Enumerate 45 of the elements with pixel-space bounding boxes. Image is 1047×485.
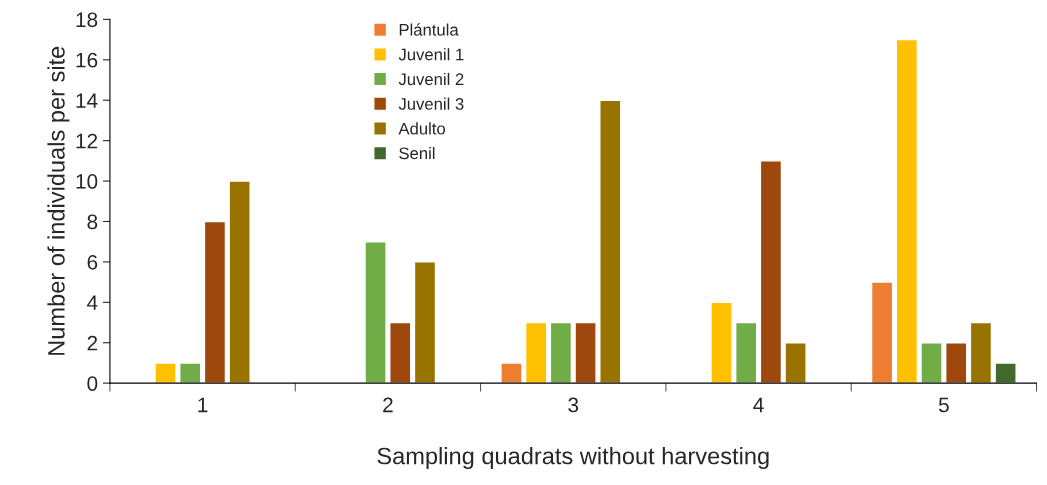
x-tick-label: 4 [753,397,764,413]
y-tick-label: 16 [76,52,98,68]
y-tick-label: 8 [87,214,98,230]
bar [549,321,573,384]
x-axis-title: Sampling quadrats without harvesting [377,447,769,470]
legend-label: Juvenil 3 [398,97,464,110]
y-axis-title: Number of individuals per site [47,46,70,355]
y-tick-label: 0 [87,376,98,391]
bar [524,321,548,384]
bar [154,362,177,384]
bar [389,321,412,384]
bar [179,362,202,384]
legend-label: Juvenil 2 [398,72,464,86]
bar [969,321,993,384]
bar [759,160,783,384]
bar [599,99,622,384]
bar [920,342,943,384]
bar [413,261,437,384]
x-tick-label: 3 [568,397,579,413]
bar [994,362,1017,384]
legend-label: Adulto [398,122,446,135]
bar [895,38,919,384]
bar [735,321,758,384]
x-tick-label: 5 [938,397,949,413]
bar [784,342,807,384]
bar [500,362,523,384]
y-tick-label: 12 [76,133,98,149]
x-tick-label: 2 [383,397,393,413]
bar [364,240,387,384]
x-tick-label: 1 [198,397,208,413]
y-tick-label: 18 [76,12,98,28]
y-tick-label: 4 [87,295,98,310]
legend-label: Plántula [399,23,459,36]
legend-label: Juvenil 1 [398,48,464,61]
y-tick-label: 10 [76,174,98,189]
bar [228,180,251,384]
y-tick-label: 2 [87,335,98,351]
bar [710,301,733,384]
bar [574,321,597,384]
y-tick-label: 6 [87,254,98,270]
legend-label: Senil [399,147,435,160]
bar [870,281,894,384]
bar [203,220,227,384]
bar [945,342,968,384]
y-tick-label: 14 [76,93,98,108]
